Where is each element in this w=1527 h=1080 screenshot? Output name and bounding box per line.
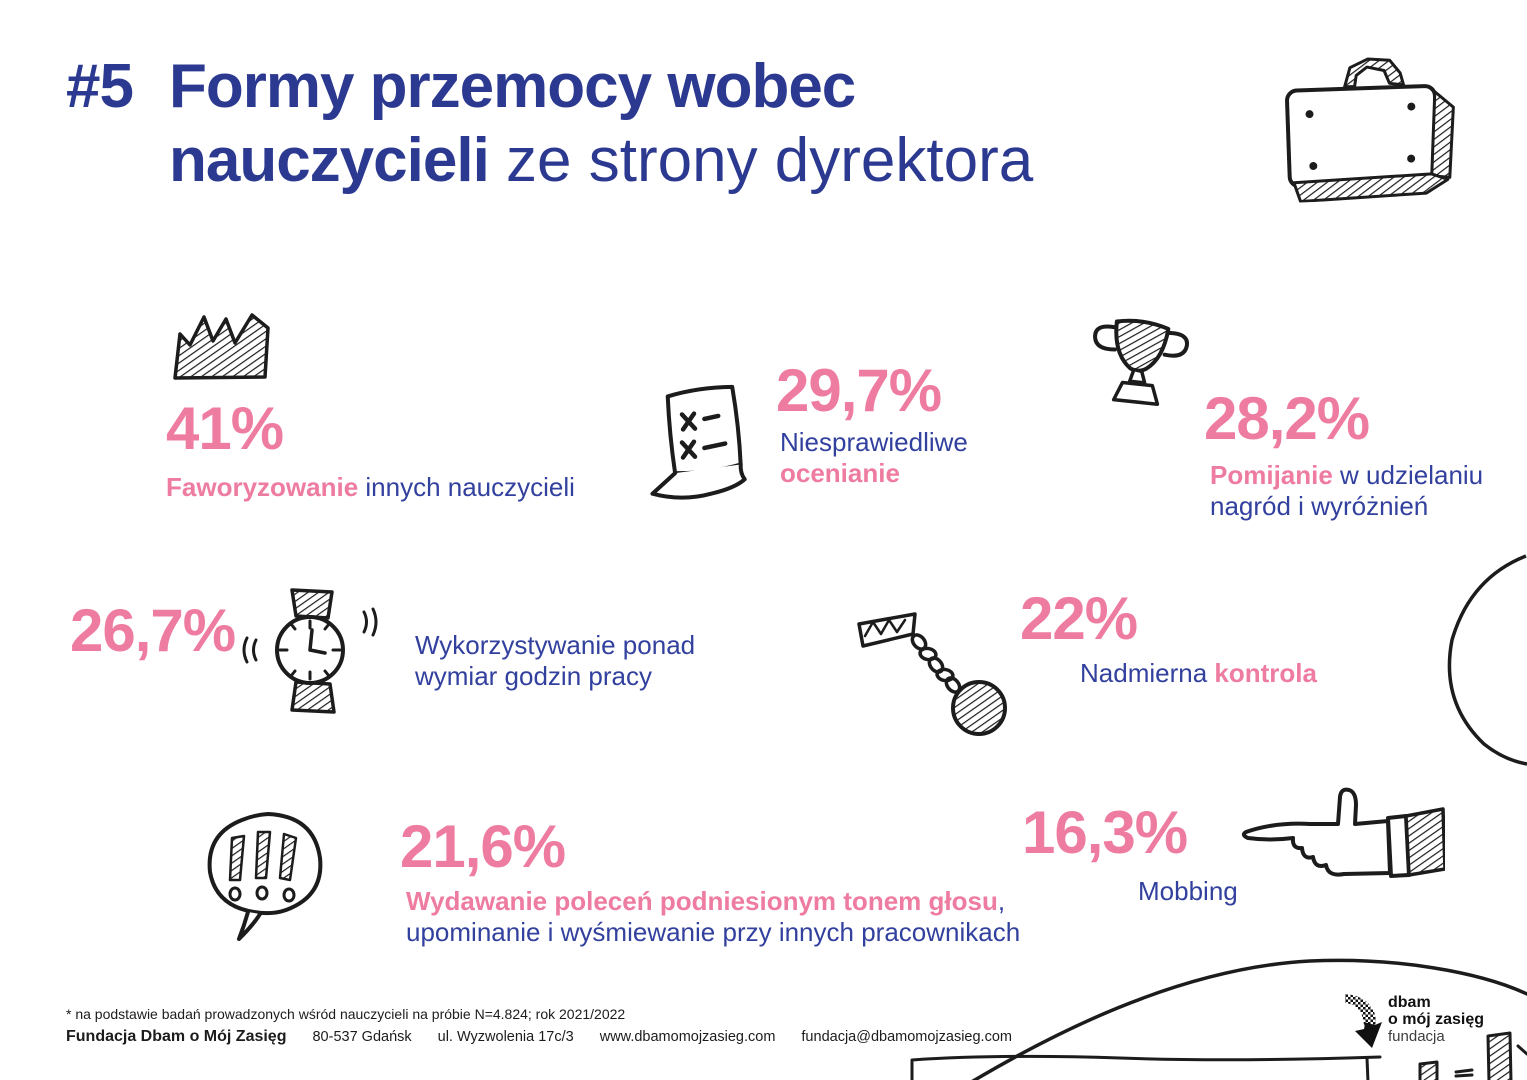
stat-label: Nadmierna kontrola [1080, 658, 1317, 688]
email-address: fundacja@dbamomojzasieg.com [801, 1029, 1012, 1045]
cloud-outline-doodle [1442, 552, 1527, 768]
crown-icon [170, 310, 290, 382]
stat-label: Mobbing [1138, 876, 1238, 906]
title-line2-regular: ze strony dyrektora [488, 126, 1034, 195]
foundation-logo-text: dbam o mój zasięg fundacja [1388, 994, 1484, 1045]
issue-number: #5 [66, 52, 134, 121]
logo-line2: o mój zasięg [1388, 1011, 1485, 1028]
organization-name: Fundacja Dbam o Mój Zasięg [66, 1028, 287, 1045]
page-title: #5 Formy przemocy wobec nauczycieli ze s… [66, 50, 1033, 198]
speech-bubble-exclamation-icon [202, 810, 334, 945]
title-line2-bold: nauczycieli [168, 126, 490, 195]
briefcase-icon [1275, 49, 1465, 205]
stat-label: Faworyzowanie innych nauczycieli [166, 472, 575, 502]
title-line1: Formy przemocy wobec [168, 52, 856, 121]
logo-line1: dbam [1388, 994, 1431, 1011]
ball-and-chain-icon [855, 608, 1020, 738]
logo-line3: fundacja [1388, 1028, 1445, 1045]
graded-paper-icon [642, 378, 766, 506]
stat-value: 28,2% [1204, 385, 1370, 452]
address-street: ul. Wyzwolenia 17c/3 [437, 1029, 574, 1045]
stat-value: 41% [166, 395, 284, 462]
stat-value: 21,6% [400, 813, 566, 880]
pointing-hand-icon [1240, 785, 1445, 885]
stat-value: 16,3% [1022, 799, 1188, 866]
footnote: * na podstawie badań prowadzonych wśród … [66, 1006, 626, 1022]
wristwatch-icon [240, 588, 380, 716]
stat-label: Pomijanie w udzielaniu nagród i wyróżnie… [1210, 460, 1484, 521]
foundation-logo-arrow-icon [1343, 992, 1385, 1050]
stat-label: Wydawanie poleceń podniesionym tonem gło… [406, 886, 1021, 947]
footer-contact-line: Fundacja Dbam o Mój Zasięg 80-537 Gdańsk… [66, 1028, 1012, 1046]
stat-label: Wykorzystywanie ponad wymiar godzin prac… [415, 630, 696, 691]
address-city: 80-537 Gdańsk [312, 1029, 412, 1045]
stat-value: 22% [1020, 585, 1138, 652]
stat-value: 26,7% [70, 597, 236, 664]
website-url: www.dbamomojzasieg.com [599, 1029, 776, 1045]
stat-label: Niesprawiedliwe ocenianie [780, 427, 968, 488]
trophy-icon [1077, 312, 1199, 425]
stat-value: 29,7% [776, 357, 942, 424]
